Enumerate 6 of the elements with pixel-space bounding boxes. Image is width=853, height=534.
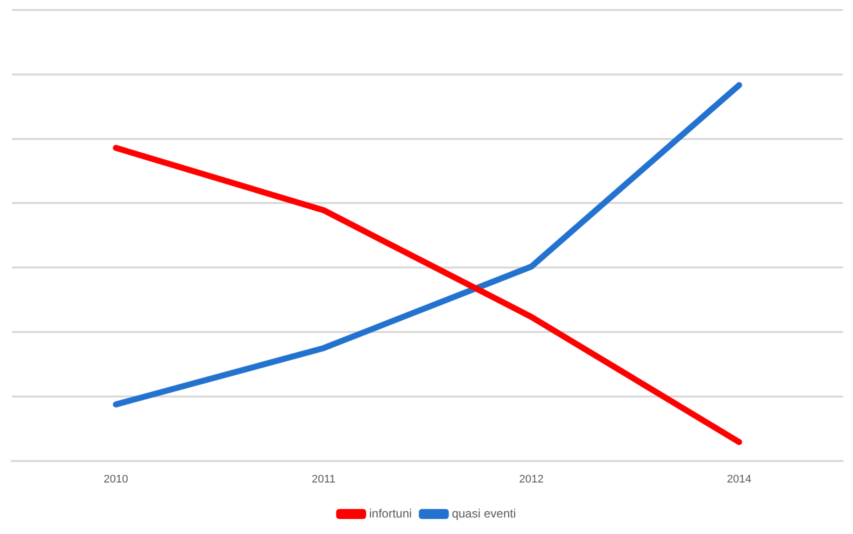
legend-label: infortuni — [369, 506, 412, 520]
legend-label: quasi eventi — [452, 506, 516, 520]
x-tick-label: 2012 — [519, 473, 544, 486]
x-tick-label: 2010 — [104, 473, 128, 486]
x-tick-label: 2014 — [726, 473, 752, 486]
x-tick-label: 2011 — [312, 473, 336, 486]
